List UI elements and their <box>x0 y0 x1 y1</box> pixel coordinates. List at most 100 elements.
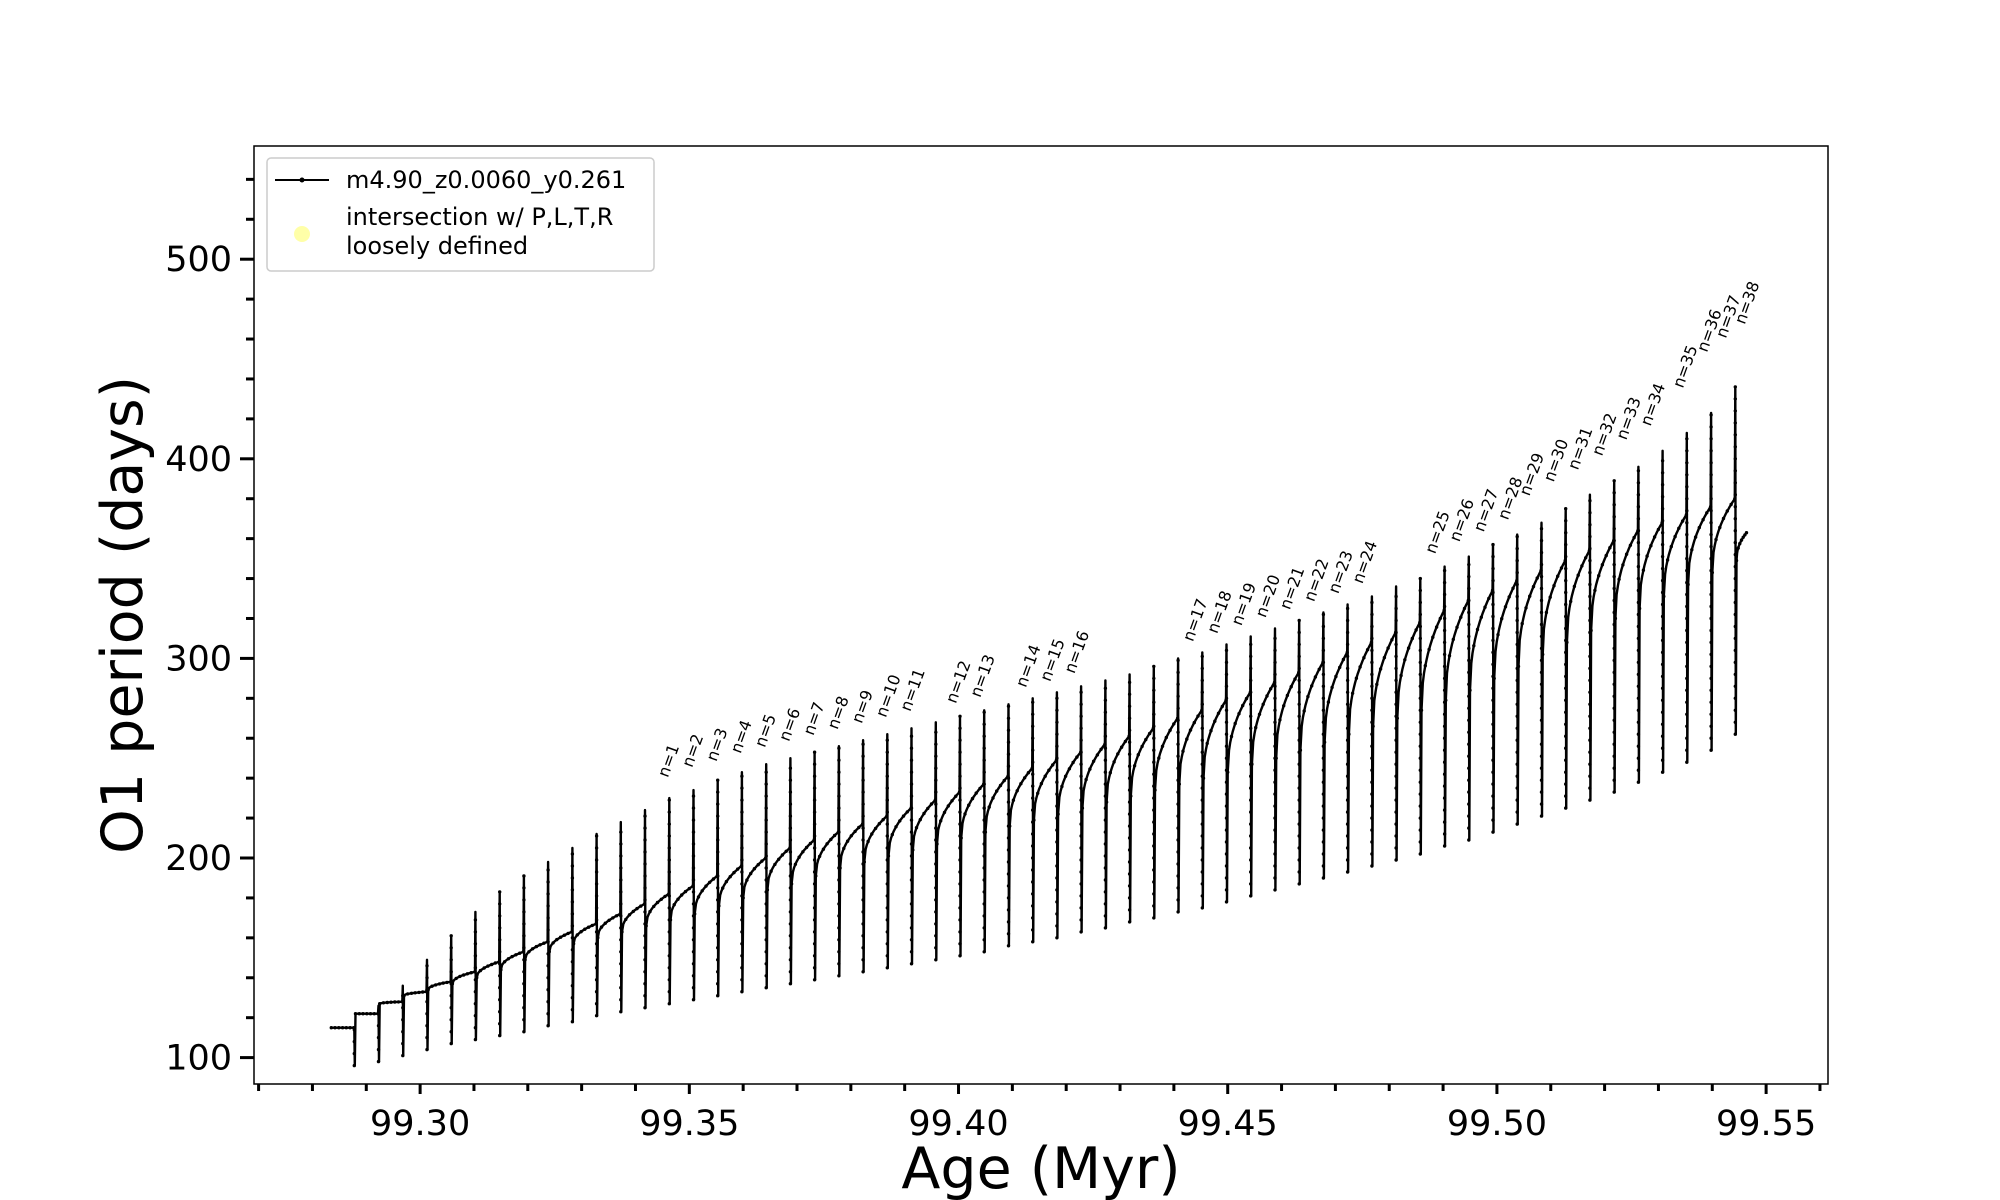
series-point <box>1321 732 1326 736</box>
series-point <box>1006 800 1011 804</box>
series-point <box>667 978 671 982</box>
series-point <box>522 994 526 998</box>
series-point <box>1418 792 1423 796</box>
series-point <box>619 986 623 990</box>
series-point <box>934 730 938 734</box>
series-point <box>570 936 575 940</box>
series-point <box>1686 582 1690 587</box>
series-point <box>1660 519 1665 523</box>
series-point <box>498 1033 502 1038</box>
series-point <box>1733 493 1738 497</box>
series-point <box>716 814 720 818</box>
series-point <box>934 802 938 806</box>
series-point <box>1660 710 1665 714</box>
series-point <box>1564 770 1568 774</box>
series-point <box>784 849 788 853</box>
series-point <box>1103 890 1108 894</box>
series-point <box>837 902 841 906</box>
series-point <box>627 913 632 917</box>
series-point <box>1200 906 1205 910</box>
series-point <box>1345 666 1350 671</box>
series-point <box>1006 788 1011 792</box>
series-point <box>376 1047 381 1052</box>
series-point <box>1636 756 1641 760</box>
series-point <box>594 870 599 874</box>
series-point <box>934 886 938 890</box>
series-point <box>1418 624 1423 629</box>
series-point <box>885 846 889 850</box>
series-point <box>1119 745 1124 749</box>
series-point <box>1200 894 1205 898</box>
series-point <box>667 894 671 898</box>
series-point <box>817 854 822 859</box>
series-point <box>546 976 550 980</box>
series-point <box>812 870 817 874</box>
series-point <box>1515 654 1519 659</box>
series-point <box>1467 730 1471 734</box>
series-point <box>1660 483 1665 487</box>
series-point <box>812 882 817 886</box>
series-point <box>1362 656 1366 660</box>
series-point <box>1321 744 1326 748</box>
series-point <box>1055 840 1059 844</box>
series-point <box>1442 664 1447 669</box>
series-point <box>1338 665 1342 670</box>
series-point <box>1685 628 1689 633</box>
legend-intersection-label-line2: loosely defined <box>346 232 528 260</box>
series-point <box>1127 692 1132 696</box>
series-point <box>1224 672 1229 677</box>
series-point <box>1685 544 1689 549</box>
series-point <box>716 958 720 962</box>
series-point <box>1491 614 1495 619</box>
series-point <box>1055 696 1059 700</box>
series-point <box>1127 734 1131 738</box>
series-point <box>909 878 914 882</box>
series-point <box>1394 666 1398 671</box>
series-point <box>717 904 721 908</box>
series-point <box>1588 594 1592 599</box>
series-point <box>1249 666 1253 671</box>
series-point <box>546 1012 550 1016</box>
series-point <box>1273 636 1277 641</box>
series-point <box>740 786 744 790</box>
series-point <box>1127 824 1132 828</box>
series-point <box>716 982 720 986</box>
series-point <box>1224 780 1229 784</box>
series-point <box>631 909 635 914</box>
series-point <box>1370 696 1374 700</box>
series-point <box>1224 684 1229 688</box>
series-point <box>1055 900 1059 904</box>
series-point <box>1200 678 1205 683</box>
series-point <box>1685 688 1689 692</box>
series-point <box>352 1063 356 1068</box>
series-point <box>1103 818 1108 822</box>
series-point <box>1624 552 1629 556</box>
series-point <box>1491 626 1495 631</box>
series-point <box>619 866 623 870</box>
series-point <box>788 922 793 926</box>
series-point <box>1079 738 1083 742</box>
series-point <box>667 870 671 874</box>
series-point <box>1685 664 1689 669</box>
series-point <box>1733 588 1738 593</box>
series-point <box>1127 740 1132 744</box>
series-point <box>490 962 494 967</box>
series-point <box>594 966 599 970</box>
series-point <box>1006 752 1011 756</box>
series-point <box>812 822 817 826</box>
series-point <box>1321 828 1326 832</box>
series-point <box>1685 437 1689 441</box>
series-point <box>1200 822 1205 826</box>
series-point <box>1685 748 1689 752</box>
series-point <box>1673 534 1677 539</box>
series-point <box>1129 794 1133 798</box>
series-point <box>1588 511 1592 515</box>
series-point <box>1200 846 1205 850</box>
series-point <box>797 855 801 859</box>
series-point <box>1079 906 1083 910</box>
series-point <box>740 798 744 802</box>
series-point <box>1249 774 1253 778</box>
series-point <box>1395 716 1400 720</box>
series-point <box>1250 762 1254 766</box>
series-point <box>788 826 793 830</box>
